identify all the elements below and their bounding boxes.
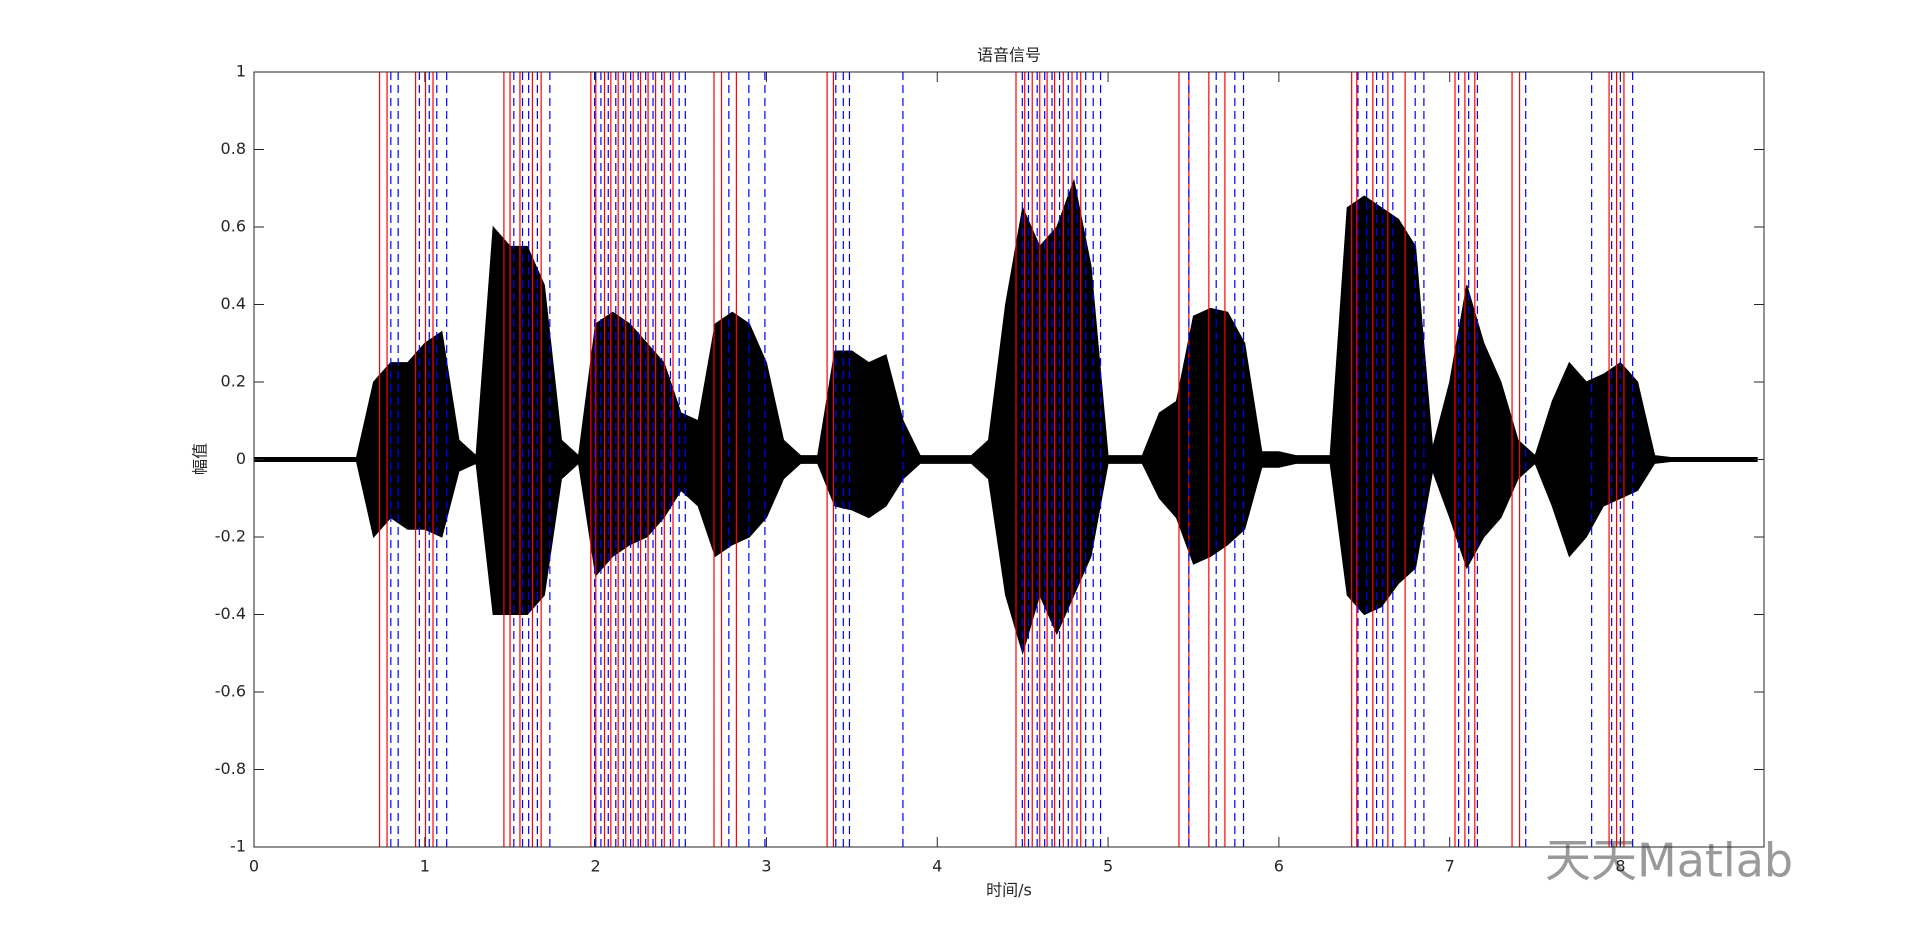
x-tick-label: 7 — [1445, 857, 1455, 876]
x-tick-label: 4 — [932, 857, 942, 876]
waveform-lower — [253, 459, 1758, 656]
y-tick-label: 0 — [236, 449, 246, 468]
x-tick-label: 8 — [1615, 857, 1625, 876]
x-tick-label: 2 — [591, 857, 601, 876]
y-tick-label: -0.6 — [215, 682, 246, 701]
x-axis-label: 时间/s — [986, 881, 1032, 900]
waveform-upper — [253, 178, 1758, 460]
y-tick-label: 0.8 — [221, 139, 246, 158]
x-tick-label: 0 — [249, 857, 259, 876]
y-tick-label: -1 — [230, 837, 246, 856]
x-tick-label: 1 — [420, 857, 430, 876]
x-tick-label: 5 — [1103, 857, 1113, 876]
y-tick-label: 0.2 — [221, 372, 246, 391]
y-tick-label: -0.4 — [215, 604, 246, 623]
watermark: 天天Matlab — [1545, 834, 1793, 888]
x-tick-label: 6 — [1274, 857, 1284, 876]
y-tick-label: 0.4 — [221, 294, 246, 313]
x-tick-label: 3 — [761, 857, 771, 876]
y-tick-label: 1 — [236, 62, 246, 81]
y-tick-label: -0.8 — [215, 759, 246, 778]
y-tick-label: 0.6 — [221, 217, 246, 236]
chart-title: 语音信号 — [977, 46, 1041, 65]
y-axis-label: 幅值 — [191, 443, 210, 475]
y-tick-label: -0.2 — [215, 527, 246, 546]
